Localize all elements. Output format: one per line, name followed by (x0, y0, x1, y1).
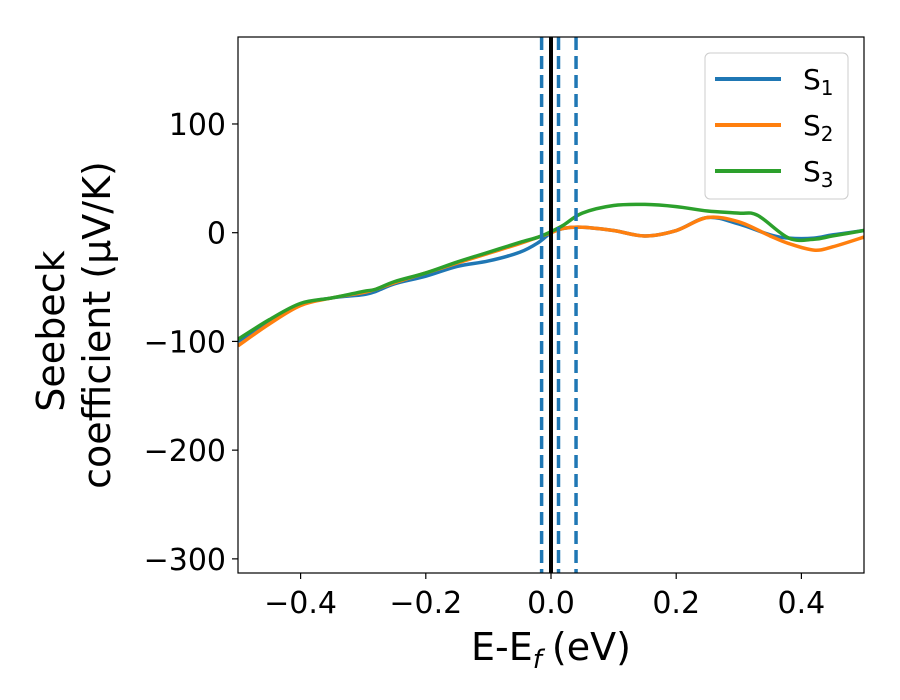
y-axis-title-line2: coefficient (μV/K) (75, 161, 119, 489)
x-axis-title-units: (eV) (552, 625, 631, 669)
x-axis-title-subscript: f (533, 645, 546, 675)
y-axis-title: Seebeck coefficient (μV/K) (29, 161, 119, 489)
legend-label-subscript: 1 (821, 76, 834, 100)
x-tick-label: −0.2 (389, 586, 462, 621)
y-tick-label: −100 (144, 325, 226, 360)
x-tick-label: 0.4 (778, 586, 826, 621)
y-tick-label: −300 (144, 543, 226, 578)
x-axis-title-main: E-E (471, 625, 533, 669)
y-tick-label: −200 (144, 434, 226, 469)
legend-label-s1: S1 (803, 63, 834, 100)
legend-label-s3: S3 (803, 155, 834, 192)
x-tick-label: 0.2 (652, 586, 700, 621)
x-axis-title: E-Ef (eV) (471, 625, 631, 675)
legend-label-subscript: 2 (821, 122, 834, 146)
legend-label-main: S (803, 109, 821, 142)
x-tick-label: 0.0 (527, 586, 575, 621)
y-axis-title-line1: Seebeck (29, 250, 73, 411)
y-tick-label: 0 (207, 217, 226, 252)
legend-label-main: S (803, 155, 821, 188)
y-tick-label: 100 (169, 108, 226, 143)
legend-label-main: S (803, 63, 821, 96)
legend-label-s2: S2 (803, 109, 834, 146)
legend-label-subscript: 3 (821, 168, 834, 192)
x-tick-label: −0.4 (264, 586, 337, 621)
